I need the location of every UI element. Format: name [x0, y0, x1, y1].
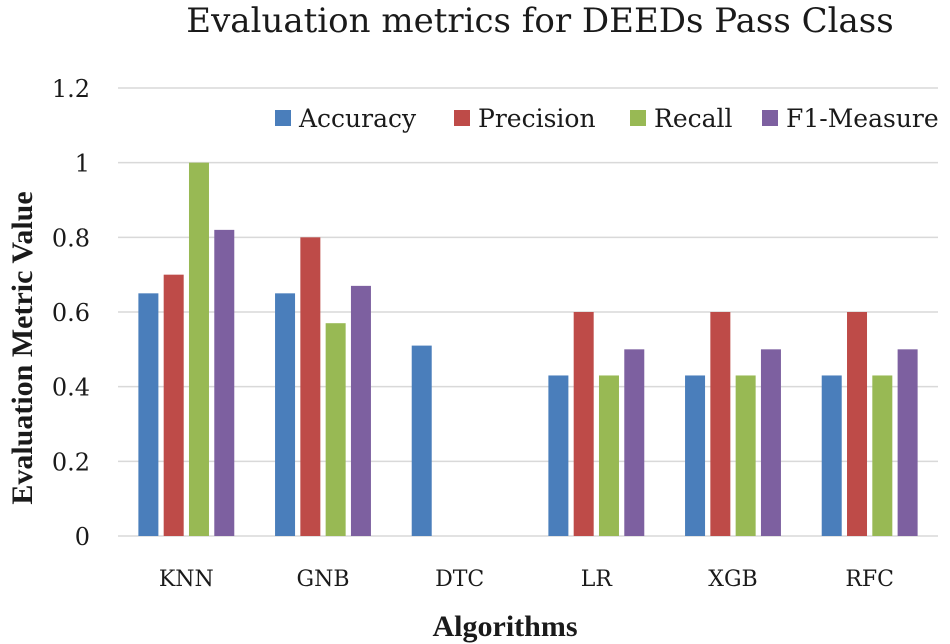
bar-rfc-recall	[872, 375, 893, 536]
x-category-label: RFC	[845, 567, 894, 592]
bar-lr-precision	[573, 312, 594, 536]
legend-swatch-recall	[630, 110, 646, 126]
y-axis-ticks: 0 0.2 0.4 0.6 0.8 1 1.2	[52, 75, 90, 551]
bar-lr-f1-measure	[624, 349, 645, 536]
bar-dtc-accuracy	[411, 345, 432, 536]
bar-gnb-accuracy	[275, 293, 296, 536]
bar-gnb-f1-measure	[350, 285, 371, 536]
x-category-label: KNN	[159, 567, 214, 592]
bar-knn-f1-measure	[214, 229, 235, 536]
bar-xgb-precision	[710, 312, 731, 536]
y-tick-label: 1	[75, 150, 90, 178]
x-axis-categories: KNN GNB DTC LR XGB RFC	[159, 567, 894, 592]
chart-title: Evaluation metrics for DEEDs Pass Class	[186, 1, 893, 41]
legend-swatch-f1-measure	[762, 110, 778, 126]
y-tick-label: 0.2	[52, 448, 90, 476]
y-tick-label: 0	[75, 523, 90, 551]
legend-swatch-accuracy	[275, 110, 291, 126]
y-axis-title: Evaluation Metric Value	[6, 191, 39, 504]
bar-gnb-precision	[300, 237, 321, 537]
legend-label: Precision	[478, 104, 596, 133]
legend-label: Accuracy	[298, 104, 417, 133]
y-tick-label: 1.2	[52, 75, 90, 103]
x-category-label: XGB	[708, 567, 757, 592]
y-tick-label: 0.8	[52, 224, 90, 252]
legend-swatch-precision	[454, 110, 470, 126]
bar-rfc-f1-measure	[897, 349, 918, 536]
bar-gnb-recall	[325, 323, 346, 536]
bar-xgb-f1-measure	[760, 349, 781, 536]
y-tick-label: 0.6	[52, 299, 90, 327]
bar-knn-precision	[163, 274, 184, 536]
bar-knn-recall	[188, 162, 209, 536]
bar-rfc-accuracy	[821, 375, 842, 536]
bars	[138, 162, 918, 537]
x-category-label: DTC	[435, 567, 484, 592]
legend: Accuracy Precision Recall F1-Measure	[275, 104, 939, 133]
bar-lr-recall	[598, 375, 619, 536]
x-axis-title: Algorithms	[433, 610, 578, 643]
gridlines	[118, 87, 938, 537]
y-tick-label: 0.4	[52, 374, 90, 402]
x-category-label: GNB	[297, 567, 350, 592]
bar-lr-accuracy	[548, 375, 569, 536]
bar-knn-accuracy	[138, 293, 159, 536]
bar-rfc-precision	[847, 312, 868, 536]
legend-label: Recall	[654, 104, 733, 133]
bar-xgb-accuracy	[685, 375, 706, 536]
bar-xgb-recall	[735, 375, 756, 536]
legend-label: F1-Measure	[786, 104, 939, 133]
x-category-label: LR	[581, 567, 614, 592]
